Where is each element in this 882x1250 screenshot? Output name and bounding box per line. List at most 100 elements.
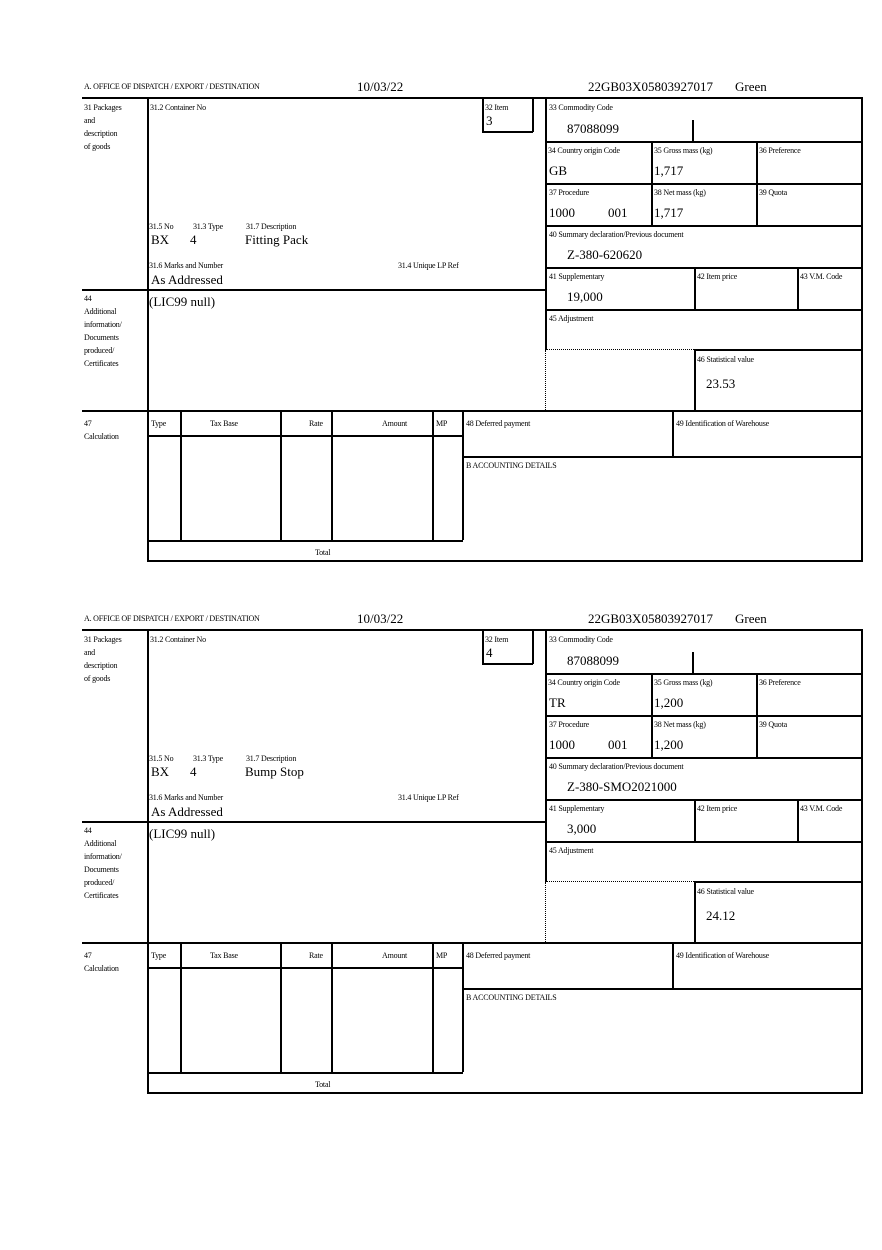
declaration-form-2: A. OFFICE OF DISPATCH / EXPORT / DESTINA… bbox=[0, 532, 882, 1094]
additional-info-label: Additional bbox=[84, 839, 117, 848]
marks-label: 31.6 Marks and Number bbox=[149, 793, 224, 802]
dotted-rule bbox=[545, 349, 694, 350]
additional-info-label: produced/ bbox=[84, 346, 115, 355]
calculation-label: Calculation bbox=[84, 432, 119, 441]
package-no: BX bbox=[151, 764, 170, 779]
additional-info-label: information/ bbox=[84, 320, 122, 329]
procedure-label: 37 Procedure bbox=[549, 720, 590, 729]
rule bbox=[694, 349, 862, 351]
container-no-label: 31.2 Container No bbox=[150, 635, 206, 644]
rule bbox=[651, 673, 653, 757]
additional-info-label: information/ bbox=[84, 852, 122, 861]
rule bbox=[545, 757, 862, 759]
packages-label: description bbox=[84, 129, 118, 138]
marks-value: As Addressed bbox=[151, 272, 223, 287]
rule bbox=[147, 560, 863, 562]
calc-col-header: Type bbox=[151, 419, 167, 428]
date: 10/03/22 bbox=[357, 79, 404, 94]
description-label: 31.7 Description bbox=[246, 222, 297, 231]
rule bbox=[462, 410, 464, 540]
rule bbox=[462, 942, 464, 1072]
summary-label: 40 Summary declaration/Previous document bbox=[549, 762, 684, 771]
packages-label: 31 Packages bbox=[84, 103, 122, 112]
rule bbox=[532, 97, 534, 132]
country-value: TR bbox=[549, 695, 566, 710]
rule bbox=[82, 629, 863, 631]
preference-label: 36 Preference bbox=[759, 678, 801, 687]
rule bbox=[692, 652, 694, 673]
rule bbox=[672, 410, 674, 456]
calculation-label: 47 bbox=[84, 419, 92, 428]
procedure-value: 1000 bbox=[549, 205, 575, 220]
rule bbox=[147, 1092, 863, 1094]
statistical-label: 46 Statistical value bbox=[697, 355, 754, 364]
goods-description: Fitting Pack bbox=[245, 232, 309, 247]
quota-label: 39 Quota bbox=[759, 188, 787, 197]
rule bbox=[651, 141, 653, 225]
rule bbox=[694, 881, 862, 883]
rule bbox=[545, 141, 862, 143]
packages-label: of goods bbox=[84, 142, 111, 151]
calc-col-header: Type bbox=[151, 951, 167, 960]
deferred-label: 48 Deferred payment bbox=[466, 419, 531, 428]
rule bbox=[147, 967, 463, 969]
calc-col-header: Tax Base bbox=[210, 419, 238, 428]
rule bbox=[180, 942, 182, 1072]
unique-lp-label: 31.4 Unique LP Ref bbox=[398, 793, 459, 802]
rule bbox=[545, 629, 547, 882]
summary-value: Z-380-620620 bbox=[567, 247, 643, 262]
rule bbox=[331, 410, 333, 540]
dotted-rule bbox=[545, 882, 546, 942]
rule bbox=[482, 97, 484, 132]
package-type: 4 bbox=[190, 232, 197, 247]
rule bbox=[482, 131, 533, 133]
rule bbox=[147, 97, 149, 562]
rule bbox=[545, 309, 862, 311]
rule bbox=[147, 629, 149, 1094]
rule bbox=[82, 821, 545, 823]
net-label: 38 Net mass (kg) bbox=[654, 188, 706, 197]
rule bbox=[147, 435, 463, 437]
calc-col-header: MP bbox=[436, 951, 448, 960]
accounting-label: B ACCOUNTING DETAILS bbox=[466, 993, 557, 1002]
rule bbox=[482, 663, 533, 665]
date: 10/03/22 bbox=[357, 611, 404, 626]
rule bbox=[861, 629, 863, 1094]
rule bbox=[756, 141, 758, 225]
rule bbox=[482, 629, 484, 664]
rule bbox=[147, 540, 463, 542]
rule bbox=[82, 942, 863, 944]
rule bbox=[462, 456, 862, 458]
packages-label: 31 Packages bbox=[84, 635, 122, 644]
packages-label: of goods bbox=[84, 674, 111, 683]
route: Green bbox=[735, 611, 767, 626]
rule bbox=[545, 673, 862, 675]
gross-value: 1,717 bbox=[654, 163, 684, 178]
calc-col-header: Amount bbox=[382, 951, 408, 960]
rule bbox=[82, 289, 545, 291]
additional-info-label: produced/ bbox=[84, 878, 115, 887]
summary-label: 40 Summary declaration/Previous document bbox=[549, 230, 684, 239]
rule bbox=[82, 97, 863, 99]
calc-col-header: MP bbox=[436, 419, 448, 428]
calc-col-header: Rate bbox=[309, 951, 323, 960]
procedure-add-value: 001 bbox=[608, 205, 628, 220]
supplementary-value: 3,000 bbox=[567, 821, 597, 836]
commodity-value: 87088099 bbox=[567, 121, 619, 136]
no-label: 31.5 No bbox=[149, 754, 174, 763]
total-label: Total bbox=[315, 1080, 331, 1089]
statistical-value: 24.12 bbox=[706, 908, 736, 923]
procedure-value: 1000 bbox=[549, 737, 575, 752]
rule bbox=[545, 225, 862, 227]
rule bbox=[756, 673, 758, 757]
rule bbox=[672, 942, 674, 988]
calc-col-header: Tax Base bbox=[210, 951, 238, 960]
rule bbox=[147, 1072, 463, 1074]
reference: 22GB03X05803927017 bbox=[588, 79, 713, 94]
net-value: 1,200 bbox=[654, 737, 684, 752]
rule bbox=[694, 881, 696, 942]
rule bbox=[797, 267, 799, 309]
warehouse-label: 49 Identification of Warehouse bbox=[676, 419, 769, 428]
description-label: 31.7 Description bbox=[246, 754, 297, 763]
package-type: 4 bbox=[190, 764, 197, 779]
